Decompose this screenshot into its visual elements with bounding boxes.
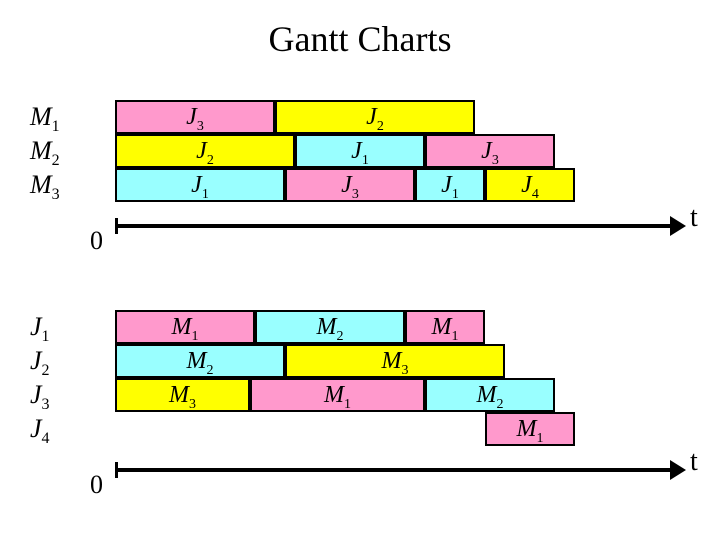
axis-t-label: t <box>690 446 698 478</box>
page-title: Gantt Charts <box>0 18 720 60</box>
gantt-bar: J1 <box>415 168 485 202</box>
gantt-bar: M1 <box>485 412 575 446</box>
gantt-bar: M1 <box>250 378 425 412</box>
gantt-bar: J1 <box>295 134 425 168</box>
axis-zero-label: 0 <box>90 470 103 500</box>
gantt-bar: J3 <box>115 100 275 134</box>
axis-line <box>115 224 670 228</box>
row-label: M1 <box>30 100 60 134</box>
gantt-bar: J2 <box>115 134 295 168</box>
axis-t-label: t <box>690 202 698 234</box>
row-label: M3 <box>30 168 60 202</box>
axis-tick <box>115 462 118 478</box>
axis-tick <box>115 218 118 234</box>
gantt-bar: M3 <box>115 378 250 412</box>
gantt-bar: M3 <box>285 344 505 378</box>
gantt-bar: J3 <box>425 134 555 168</box>
row-label: M2 <box>30 134 60 168</box>
row-label: J4 <box>30 412 50 446</box>
gantt-bar: J3 <box>285 168 415 202</box>
axis-zero-label: 0 <box>90 226 103 256</box>
arrow-right-icon <box>670 460 686 480</box>
row-label: J2 <box>30 344 50 378</box>
row-label: J3 <box>30 378 50 412</box>
gantt-bar: M1 <box>115 310 255 344</box>
gantt-bar: M1 <box>405 310 485 344</box>
arrow-right-icon <box>670 216 686 236</box>
row-label: J1 <box>30 310 50 344</box>
gantt-bar: M2 <box>255 310 405 344</box>
gantt-bar: M2 <box>115 344 285 378</box>
axis-line <box>115 468 670 472</box>
gantt-bar: J4 <box>485 168 575 202</box>
gantt-bar: M2 <box>425 378 555 412</box>
gantt-bar: J2 <box>275 100 475 134</box>
gantt-bar: J1 <box>115 168 285 202</box>
